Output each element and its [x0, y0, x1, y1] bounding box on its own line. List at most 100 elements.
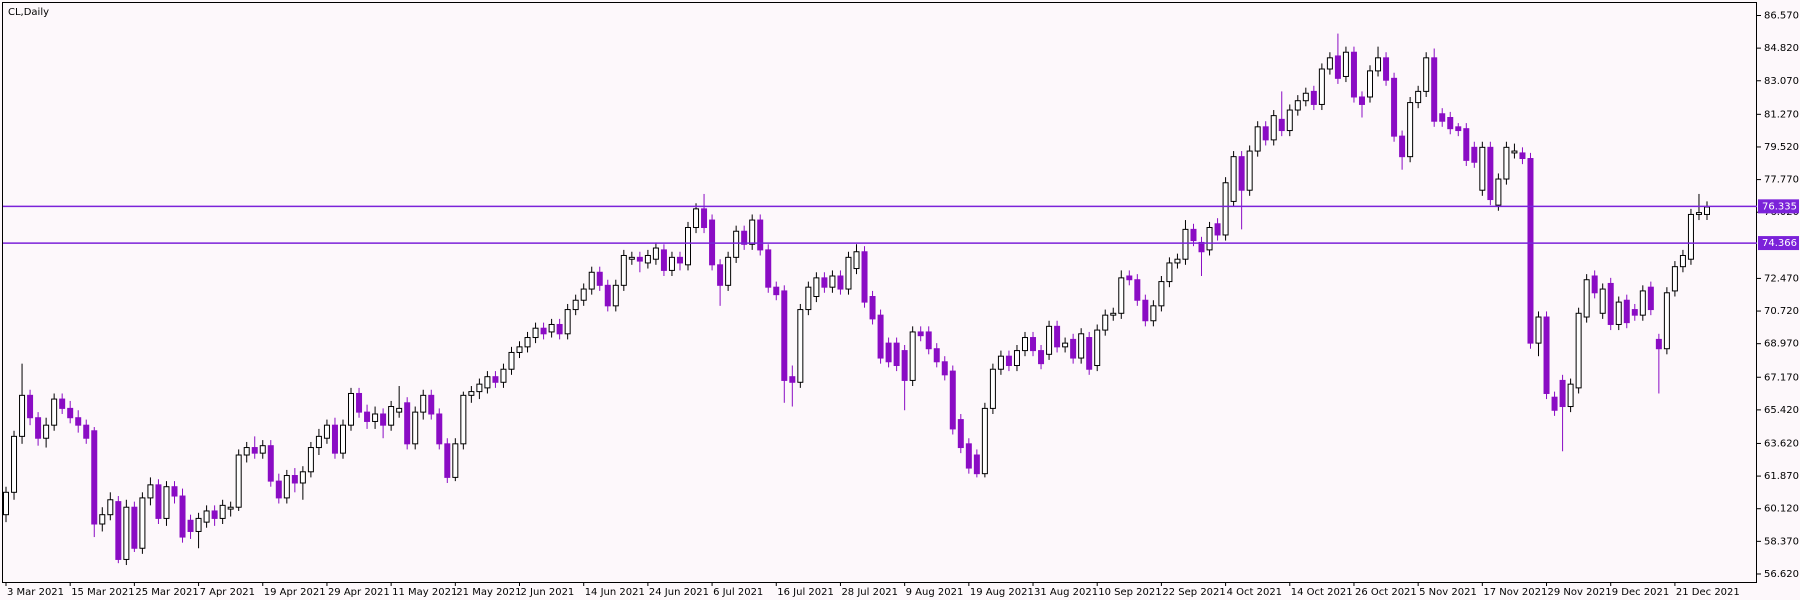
candle-up — [372, 413, 379, 422]
candle-up — [516, 346, 523, 353]
y-tick-label: 68.970 — [1764, 339, 1799, 350]
candle-down — [1527, 158, 1534, 344]
candle-up — [1318, 68, 1325, 105]
x-tick-label: 4 Oct 2021 — [1227, 587, 1282, 598]
candle-down — [380, 413, 387, 426]
y-tick-label: 79.520 — [1764, 142, 1799, 153]
candle-down — [1358, 96, 1365, 105]
candle-up — [452, 443, 459, 478]
candle-up — [997, 355, 1004, 370]
candle-up — [1286, 109, 1293, 132]
candle-up — [323, 424, 330, 439]
candle-up — [259, 445, 266, 454]
candle-up — [1367, 70, 1374, 98]
candle-down — [701, 208, 708, 229]
candle-down — [1399, 135, 1406, 158]
x-tick-label: 11 May 2021 — [392, 587, 457, 598]
x-tick-label: 29 Apr 2021 — [328, 587, 390, 598]
candle-up — [147, 484, 154, 499]
candle-up — [107, 499, 114, 516]
candle-up — [1679, 254, 1686, 268]
candle-down — [171, 486, 178, 497]
candle-down — [275, 480, 282, 499]
candle-up — [1110, 312, 1117, 316]
candle-down — [75, 417, 82, 426]
candle-down — [1383, 57, 1390, 81]
x-tick-label: 31 Aug 2021 — [1034, 587, 1098, 598]
candle-down — [1471, 146, 1478, 163]
candle-down — [1038, 350, 1045, 365]
candle-up — [1078, 333, 1085, 359]
candle-down — [821, 277, 828, 288]
candle-down — [901, 350, 908, 381]
candle-up — [484, 376, 491, 389]
candle-down — [1607, 282, 1614, 325]
candle-down — [941, 361, 948, 376]
candle-up — [1663, 292, 1670, 350]
candle-down — [789, 376, 796, 383]
candle-up — [1118, 277, 1125, 314]
candle-up — [532, 327, 539, 339]
candle-down — [1190, 228, 1197, 242]
candle-up — [668, 256, 675, 271]
y-tick-label: 83.070 — [1764, 76, 1799, 87]
candle-up — [524, 337, 531, 348]
candle-up — [299, 471, 306, 484]
candle-up — [420, 394, 427, 413]
candle-down — [1030, 337, 1037, 352]
candle-down — [404, 402, 411, 445]
candle-up — [572, 299, 579, 311]
y-tick-label: 63.620 — [1764, 438, 1799, 449]
candle-up — [99, 514, 106, 525]
candle-down — [660, 249, 667, 271]
candle-up — [989, 368, 996, 409]
candle-down — [1126, 275, 1133, 281]
candle-down — [35, 417, 42, 439]
candle-up — [1687, 213, 1694, 260]
candle-down — [1447, 116, 1454, 130]
candle-down — [596, 271, 603, 286]
candle-up — [1174, 258, 1181, 264]
candle-down — [1391, 77, 1398, 137]
candle-down — [965, 443, 972, 469]
candle-down — [949, 370, 956, 430]
candle-up — [909, 331, 916, 381]
y-tick-label: 58.370 — [1764, 536, 1799, 547]
candle-down — [1655, 338, 1662, 350]
candle-up — [1150, 305, 1157, 322]
candle-up — [1246, 150, 1253, 191]
candle-down — [781, 290, 788, 381]
candle-up — [805, 286, 812, 311]
candle-up — [853, 251, 860, 270]
x-tick-label: 28 Jul 2021 — [841, 587, 898, 598]
candle-up — [564, 309, 571, 335]
candle-up — [1535, 316, 1542, 344]
candle-down — [604, 284, 611, 307]
candle-down — [91, 430, 98, 525]
candle-up — [219, 504, 226, 519]
candle-up — [588, 271, 595, 290]
candle-up — [1615, 301, 1622, 325]
candle-down — [1543, 316, 1550, 394]
candle-up — [1062, 342, 1069, 348]
candle-up — [1094, 329, 1101, 367]
level-tag — [1758, 199, 1799, 214]
candle-up — [733, 230, 740, 258]
candle-down — [877, 314, 884, 359]
candle-up — [1583, 279, 1590, 318]
candle-up — [388, 406, 395, 426]
x-tick-label: 2 Jun 2021 — [521, 587, 575, 598]
y-tick-label: 72.470 — [1764, 273, 1799, 284]
candle-up — [749, 219, 756, 245]
level-tag — [1758, 236, 1799, 251]
candle-up — [195, 517, 202, 532]
candle-down — [917, 331, 924, 337]
candle-up — [348, 392, 355, 426]
candle-down — [1463, 128, 1470, 161]
candle-down — [27, 394, 34, 419]
candle-down — [741, 230, 748, 245]
candle-down — [1238, 156, 1245, 191]
candle-up — [1567, 383, 1574, 408]
